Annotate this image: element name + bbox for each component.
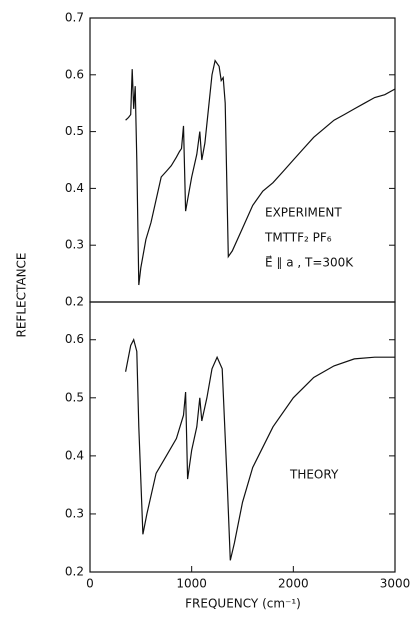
plot-frame (89, 301, 396, 573)
y-tick-label: 0.2 (65, 295, 84, 309)
data-line (125, 338, 395, 561)
y-tick-label: 0.2 (65, 565, 84, 579)
x-tick-label: 1000 (176, 577, 207, 591)
x-tick-label: 2000 (278, 577, 309, 591)
y-tick-label: 0.3 (65, 238, 84, 252)
y-tick-label: 0.4 (65, 448, 84, 462)
x-axis-label: FREQUENCY (cm⁻¹) (185, 597, 301, 611)
y-tick-label: 0.5 (65, 390, 84, 404)
annotation: TMTTF₂ PF₆ (264, 231, 332, 245)
y-tick-label: 0.4 (65, 181, 84, 195)
y-tick-label: 0.5 (65, 124, 84, 138)
annotation: EXPERIMENT (265, 206, 342, 220)
y-tick-label: 0.7 (65, 11, 84, 25)
annotation: E⃗ ∥ a , T=300K (265, 255, 354, 269)
y-tick-label: 0.3 (65, 506, 84, 520)
y-tick-label: 0.6 (65, 67, 84, 81)
x-tick-label: 3000 (380, 577, 411, 591)
y-tick-label: 0.6 (65, 332, 84, 346)
x-tick-label: 0 (86, 577, 94, 591)
annotation: THEORY (289, 468, 339, 482)
data-line (125, 59, 396, 286)
y-axis-label: REFLECTANCE (15, 252, 29, 337)
